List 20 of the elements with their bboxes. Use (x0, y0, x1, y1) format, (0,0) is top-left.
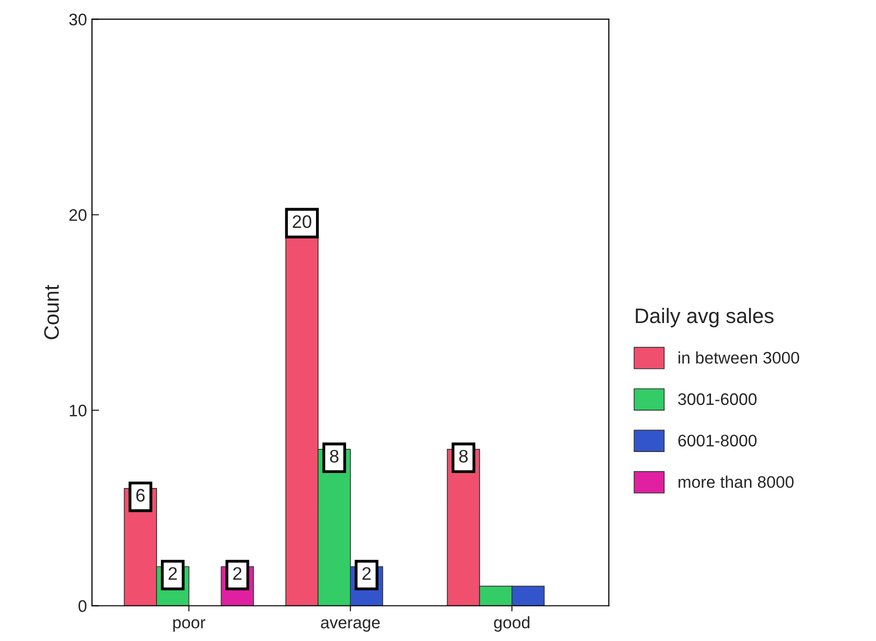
data-label: 6 (136, 488, 145, 502)
legend-label: more than 8000 (678, 476, 794, 488)
data-label: 2 (362, 567, 371, 580)
legend-label: 3001-6000 (678, 393, 757, 406)
x-tick-label: poor (173, 619, 206, 632)
data-label: 2 (168, 567, 177, 580)
legend-label: 6001-8000 (678, 434, 757, 447)
data-label: 8 (459, 450, 468, 463)
x-tick-label: average (320, 619, 380, 632)
legend-label: in between 3000 (678, 351, 800, 364)
y-tick-label: 30 (69, 14, 86, 26)
data-label: 20 (292, 215, 312, 228)
y-tick-label: 10 (70, 404, 86, 416)
y-tick-label: 0 (78, 600, 86, 612)
y-axis-title: Count (44, 284, 59, 340)
x-tick-label: good (494, 616, 530, 632)
legend-title: Daily avg sales (636, 308, 774, 328)
data-label: 8 (330, 450, 338, 463)
data-label: 2 (233, 567, 242, 580)
y-tick-label: 20 (69, 209, 86, 221)
